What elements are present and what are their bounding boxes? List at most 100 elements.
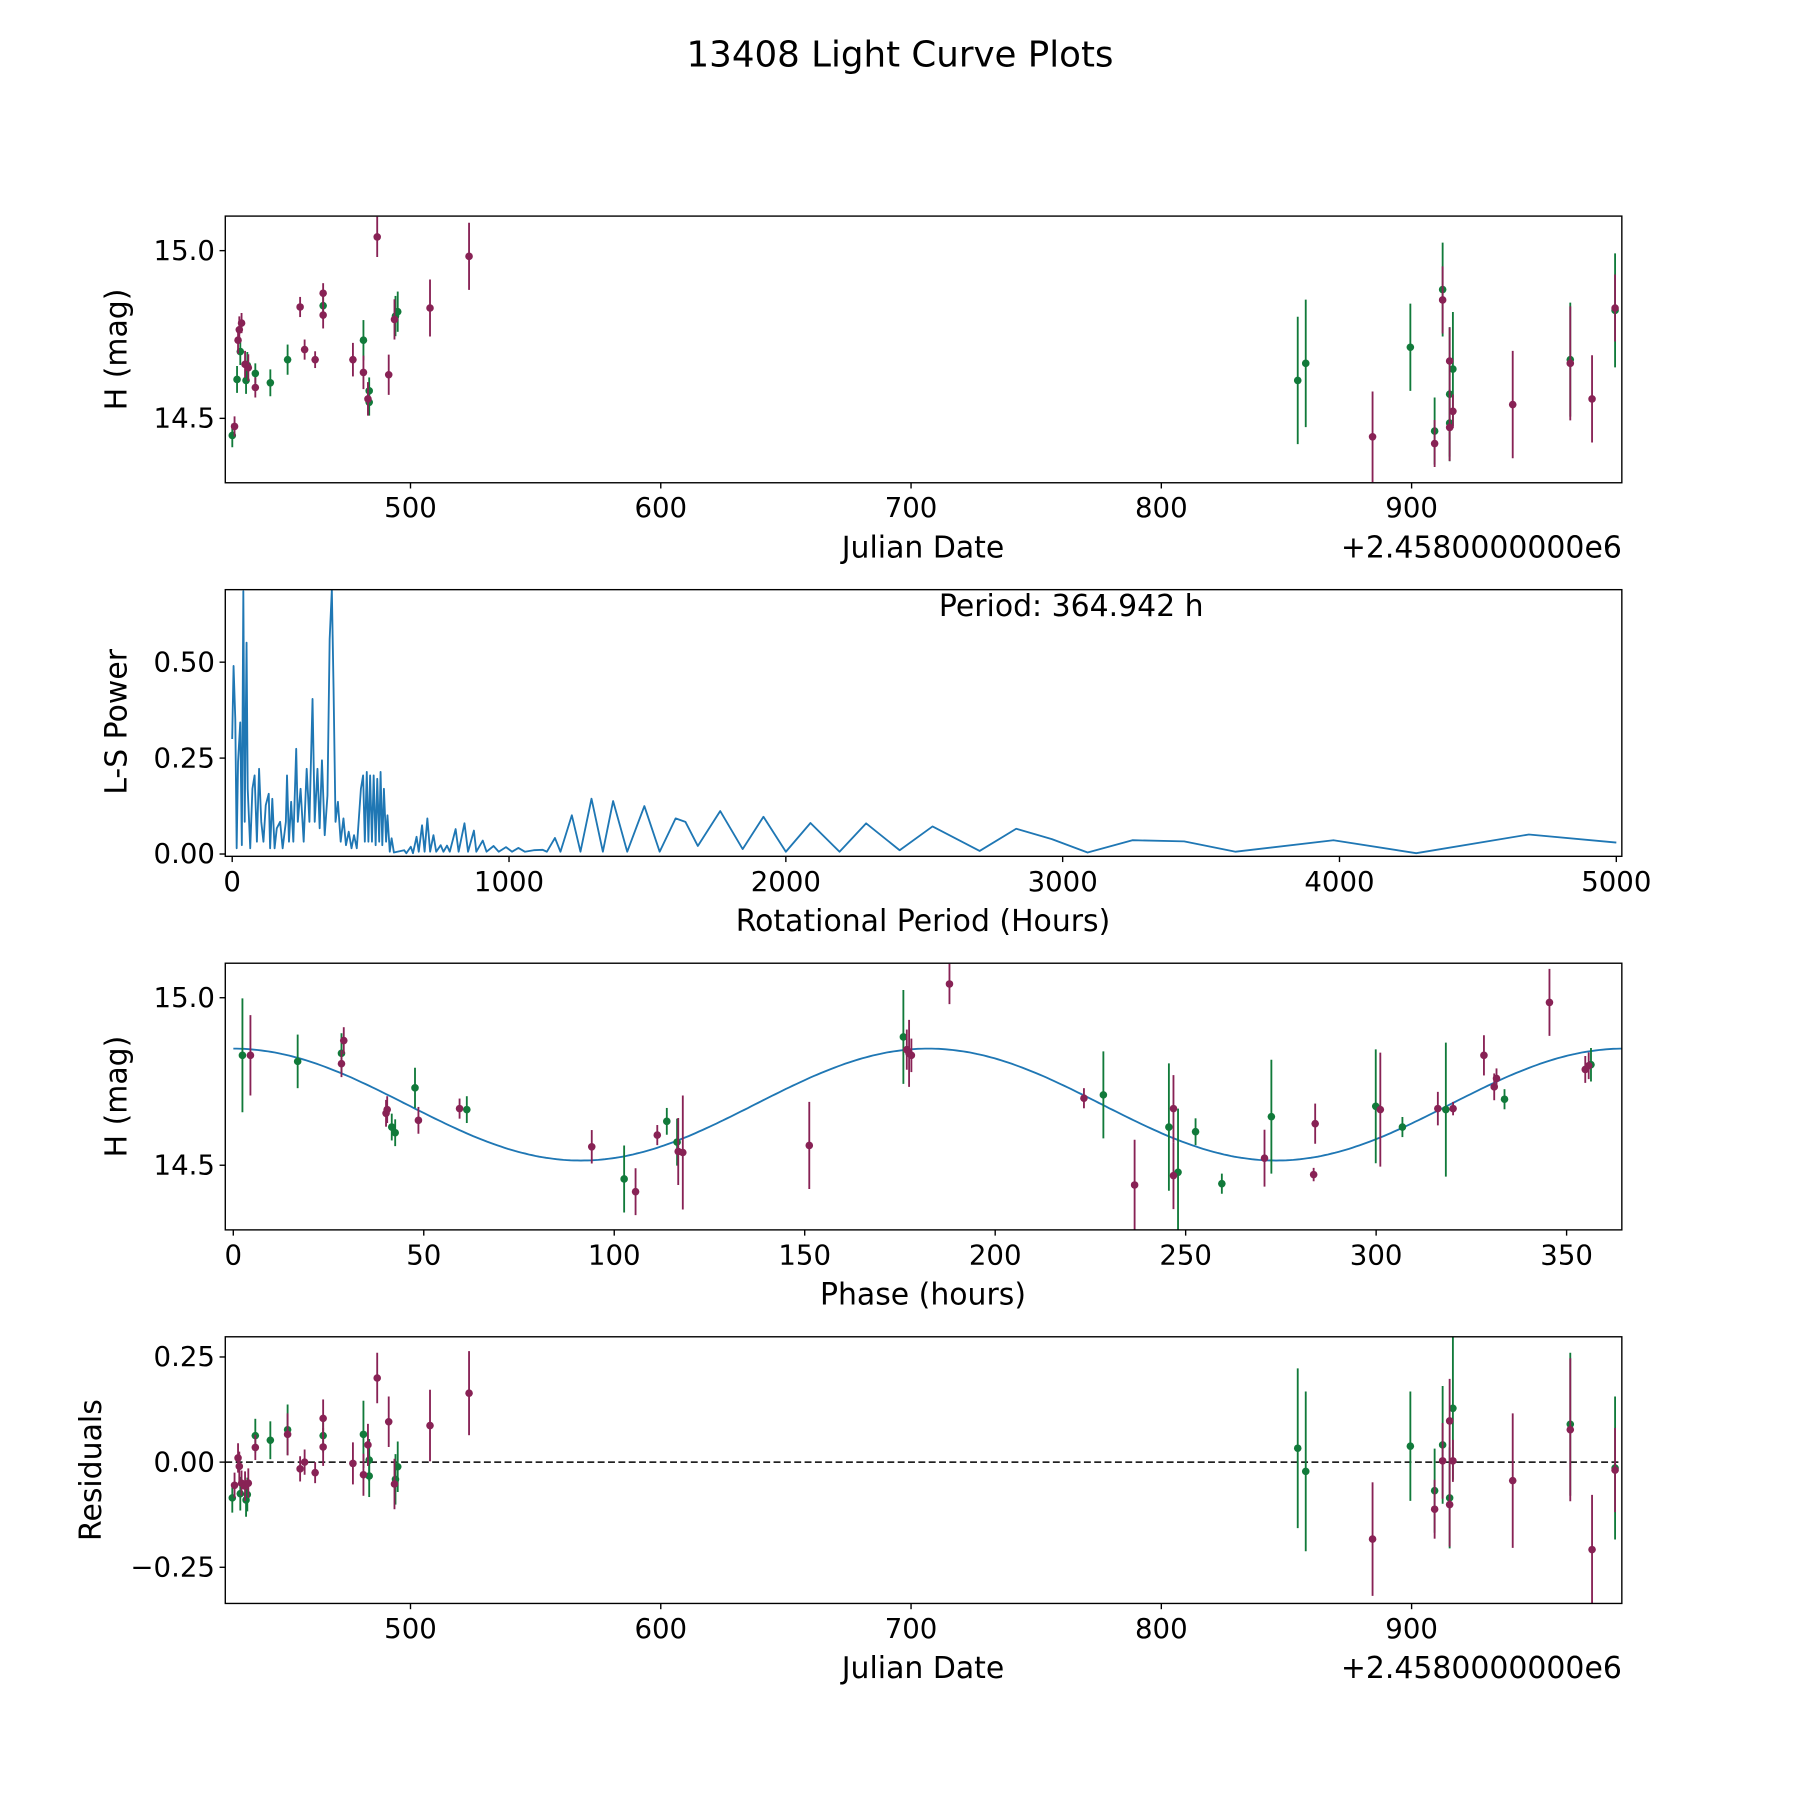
purple-data-point — [251, 383, 260, 392]
purple-data-point — [465, 252, 473, 261]
light-curve-panel: Julian Date H (mag) +2.4580000000e6 500 6… — [99, 215, 1623, 565]
purple-data-point — [311, 355, 319, 364]
purple-data-point — [1309, 1170, 1318, 1179]
green-data-point — [365, 1472, 373, 1480]
purple-data-point — [653, 1131, 662, 1139]
purple-data-point — [945, 980, 954, 988]
purple-data-point — [1260, 1154, 1269, 1162]
green-data-point — [1099, 1091, 1108, 1099]
purple-data-point — [384, 370, 393, 379]
purple-data-point — [390, 1480, 399, 1488]
x-tick-label: 2000 — [751, 865, 821, 898]
purple-data-point — [359, 1470, 368, 1479]
x-tick-label: 4000 — [1304, 865, 1374, 898]
purple-data-point — [1368, 433, 1377, 441]
purple-data-point — [300, 345, 309, 354]
green-data-point — [1398, 1123, 1407, 1131]
green-data-point — [1449, 1404, 1457, 1413]
purple-data-point — [349, 355, 357, 364]
x-tick-label: 150 — [778, 1238, 831, 1271]
x-axis-label: Julian Date — [840, 1651, 1004, 1686]
x-tick-label: 300 — [1350, 1238, 1403, 1271]
purple-data-point — [251, 1443, 260, 1452]
purple-data-point — [359, 368, 368, 377]
purple-data-point — [296, 303, 304, 311]
periodogram-line — [231, 589, 1617, 855]
x-tick-label: 500 — [384, 491, 437, 524]
green-data-point — [1191, 1127, 1200, 1136]
green-data-point — [283, 355, 292, 364]
green-data-point — [1267, 1112, 1276, 1121]
x-tick-label: 500 — [384, 1612, 437, 1645]
purple-data-point — [384, 1417, 393, 1426]
green-data-point — [1406, 343, 1415, 352]
y-tick-label: 14.5 — [154, 402, 215, 435]
x-tick-label: 200 — [969, 1238, 1022, 1271]
x-offset-text: +2.4580000000e6 — [1341, 1651, 1622, 1686]
purple-data-point — [426, 304, 434, 312]
purple-data-point — [1080, 1094, 1088, 1103]
x-tick-label: 5000 — [1581, 865, 1651, 898]
y-tick-label: 0.00 — [154, 1445, 215, 1478]
purple-data-point — [383, 1105, 391, 1114]
purple-data-point — [1566, 359, 1575, 368]
x-tick-label: 0 — [225, 1238, 243, 1271]
y-tick-label: 0.25 — [154, 741, 215, 774]
green-data-point — [1301, 359, 1310, 368]
purple-data-point — [237, 319, 246, 327]
purple-data-point — [235, 1462, 244, 1471]
purple-data-point — [244, 363, 253, 372]
purple-data-point — [1508, 400, 1517, 409]
green-data-point — [673, 1138, 681, 1146]
x-axis-label: Julian Date — [840, 530, 1004, 565]
residuals-panel: Julian Date Residuals +2.4580000000e6 50… — [74, 1336, 1623, 1686]
green-data-point — [236, 1489, 245, 1498]
purple-data-point — [244, 1479, 253, 1487]
purple-data-point — [339, 1036, 348, 1045]
x-tick-label: 1000 — [474, 865, 544, 898]
purple-data-point — [319, 1443, 327, 1451]
green-data-point — [293, 1057, 302, 1066]
x-offset-text: +2.4580000000e6 — [1341, 530, 1622, 565]
purple-data-point — [1492, 1074, 1501, 1083]
purple-data-point — [1169, 1104, 1178, 1113]
purple-data-point — [587, 1143, 596, 1151]
x-tick-label: 800 — [1135, 1612, 1188, 1645]
y-axis-label: L-S Power — [99, 648, 134, 794]
plot-area — [225, 1336, 1622, 1604]
purple-data-point — [1311, 1119, 1319, 1128]
purple-data-point — [300, 1458, 309, 1466]
purple-data-point — [1545, 998, 1554, 1007]
green-data-point — [663, 1117, 671, 1126]
axes-frame — [224, 215, 1623, 484]
purple-data-point — [234, 1454, 242, 1462]
green-data-point — [393, 307, 402, 316]
purple-data-point — [1430, 439, 1439, 448]
green-data-point — [233, 375, 241, 384]
plot-area — [228, 216, 1619, 483]
y-tick-label: 15.0 — [154, 981, 215, 1014]
green-data-point — [387, 1123, 396, 1131]
figure-title: 13408 Light Curve Plots — [686, 35, 1113, 76]
purple-data-point — [1566, 1425, 1575, 1434]
purple-data-point — [311, 1468, 319, 1477]
green-data-point — [463, 1105, 471, 1114]
purple-data-point — [1445, 1417, 1454, 1425]
purple-data-point — [296, 1465, 304, 1473]
purple-data-point — [1445, 357, 1454, 365]
purple-data-point — [907, 1051, 916, 1060]
x-tick-label: 700 — [885, 1612, 938, 1645]
purple-data-point — [426, 1421, 434, 1430]
green-data-point — [1165, 1123, 1173, 1131]
x-tick-label: 3000 — [1028, 865, 1098, 898]
y-tick-label: 0.50 — [154, 645, 215, 678]
purple-data-point — [319, 289, 327, 298]
x-tick-label: 0 — [223, 865, 241, 898]
purple-data-point — [1438, 1457, 1447, 1465]
purple-data-point — [364, 1441, 372, 1449]
purple-data-point — [1376, 1105, 1385, 1114]
model-fit-curve — [233, 1047, 1622, 1162]
purple-data-point — [1430, 1505, 1439, 1514]
purple-data-point — [455, 1104, 464, 1113]
